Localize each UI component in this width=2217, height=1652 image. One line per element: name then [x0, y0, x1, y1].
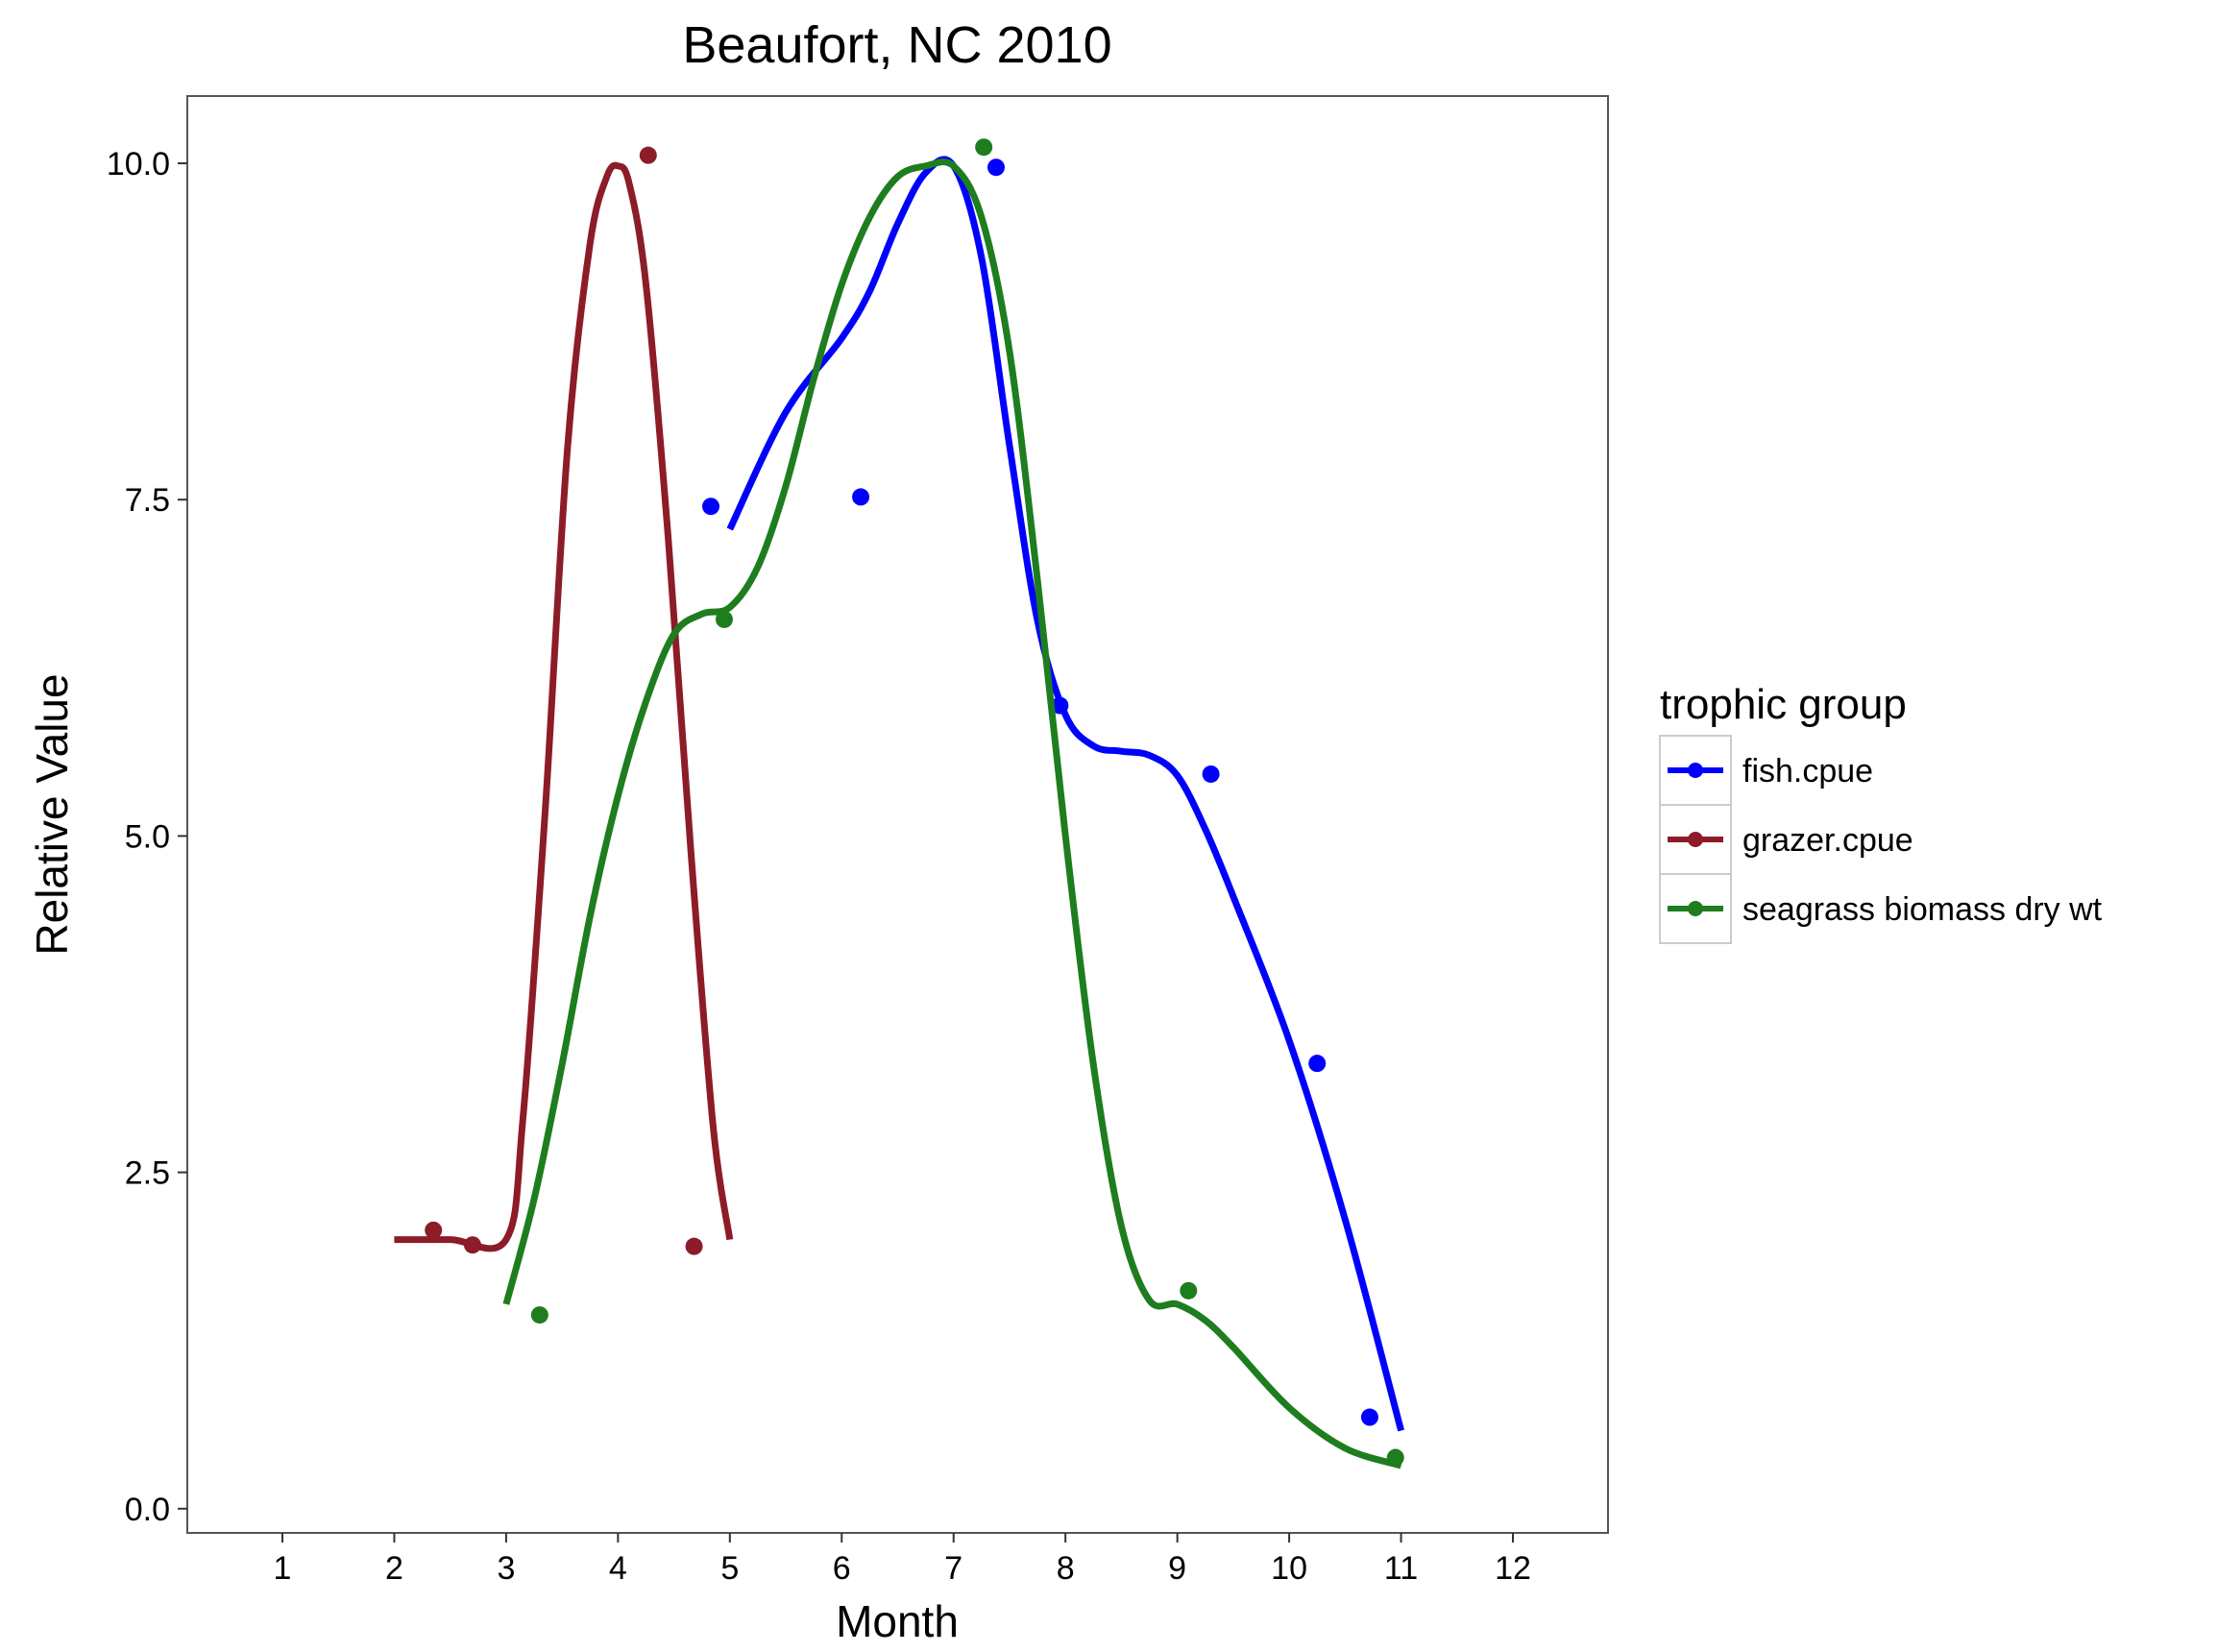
legend-label: grazer.cpue: [1742, 822, 1913, 859]
x-tick-label: 6: [833, 1550, 851, 1587]
series-line-grazer-cpue: [394, 161, 734, 1252]
legend-item-seagrass-biomass-dry-wt: seagrass biomass dry wt: [1659, 873, 2103, 944]
plot-panel: [186, 95, 1609, 1534]
chart-title: Beaufort, NC 2010: [682, 16, 1111, 74]
legend-key-point: [1688, 901, 1703, 916]
data-point: [1180, 1281, 1198, 1300]
data-point: [715, 610, 733, 628]
y-axis: 0.0 2.5 5.0 7.5 10.0: [107, 146, 187, 1528]
legend-label: fish.cpue: [1742, 753, 1873, 790]
x-tick-label: 5: [720, 1550, 739, 1587]
x-tick-label: 7: [944, 1550, 962, 1587]
series-seagrass-biomass-dry-wt: [502, 138, 1404, 1470]
legend-key-point: [1688, 763, 1703, 778]
y-axis-title: Relative Value: [27, 673, 77, 955]
legend: trophic group fish.cpue grazer.cpue seagra…: [1659, 681, 2103, 944]
data-point: [685, 1237, 703, 1255]
data-point: [1360, 1408, 1378, 1426]
y-tick-label: 5.0: [125, 818, 170, 855]
legend-item-fish-cpue: fish.cpue: [1659, 735, 1873, 806]
series-grazer-cpue: [394, 146, 734, 1255]
x-tick-label: 2: [385, 1550, 403, 1587]
y-tick-label: 2.5: [125, 1155, 170, 1192]
legend-item-grazer-cpue: grazer.cpue: [1659, 804, 1913, 875]
y-tick-label: 10.0: [107, 146, 170, 182]
x-axis: 1 2 3 4 5 6 7 8 9 10 11 12: [274, 1533, 1531, 1587]
data-point: [1308, 1055, 1327, 1073]
x-tick-label: 12: [1495, 1550, 1531, 1587]
data-point: [425, 1221, 443, 1239]
series-line-seagrass-biomass-dry-wt: [502, 158, 1402, 1470]
data-point: [530, 1306, 548, 1324]
x-tick-label: 10: [1271, 1550, 1307, 1587]
legend-label: seagrass biomass dry wt: [1742, 891, 2103, 928]
legend-items: fish.cpue grazer.cpue seagrass biomass dry…: [1659, 735, 2103, 944]
x-tick-label: 1: [274, 1550, 292, 1587]
legend-key-point: [1688, 832, 1703, 847]
data-point: [852, 488, 870, 506]
x-axis-title: Month: [836, 1596, 959, 1646]
data-point: [1202, 765, 1220, 783]
data-point: [975, 138, 993, 157]
y-tick-label: 7.5: [125, 482, 170, 519]
legend-title: trophic group: [1660, 681, 1907, 728]
y-tick-label: 0.0: [125, 1492, 170, 1528]
data-point: [987, 158, 1005, 177]
x-tick-label: 11: [1384, 1550, 1418, 1587]
data-point: [639, 146, 657, 164]
x-tick-label: 3: [497, 1550, 515, 1587]
x-tick-label: 9: [1168, 1550, 1186, 1587]
x-tick-label: 4: [609, 1550, 627, 1587]
x-tick-label: 8: [1057, 1550, 1075, 1587]
series-layer: [394, 138, 1404, 1470]
data-point: [702, 498, 720, 516]
